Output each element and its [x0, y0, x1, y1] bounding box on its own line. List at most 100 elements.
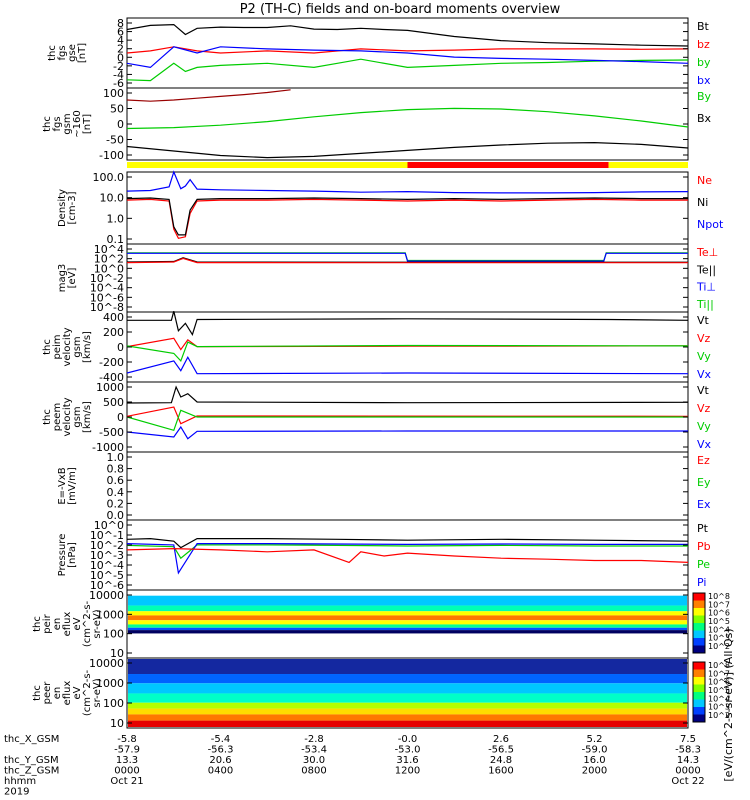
- y-axis-label: fgs: [57, 45, 68, 60]
- y-axis-label: eV: [72, 617, 83, 630]
- panel-pressure: 10^010^-110^-210^-310^-410^-510^-6 Pressu…: [57, 519, 711, 592]
- colorbar-tick-label: 10^7: [708, 600, 730, 609]
- series-line-Pe: [126, 544, 688, 560]
- y-axis-label: gsm: [72, 336, 83, 357]
- y-tick-label: 0.0: [107, 509, 125, 522]
- quality-segment: [407, 162, 609, 168]
- axis-tick-label: 14.3: [677, 755, 699, 766]
- axis-tick-label: -57.9: [114, 745, 140, 756]
- y-tick-label: 0.1: [107, 233, 125, 246]
- colorbar-tick-label: 10^5: [708, 686, 730, 695]
- axis-tick-label: 2000: [582, 766, 607, 777]
- axis-tick-label: Oct 21: [110, 776, 143, 787]
- y-axis-label: thc: [42, 409, 53, 425]
- series-line-Te⊥: [126, 257, 688, 264]
- y-tick-label: -400: [99, 371, 124, 384]
- series-line-Bx: [126, 141, 689, 159]
- colorbar-segment: [693, 638, 705, 646]
- panel-frame: [126, 87, 689, 161]
- panel-frame: [126, 657, 689, 729]
- axis-tick-label: 16.0: [583, 755, 605, 766]
- y-axis-label: gsm: [72, 406, 83, 427]
- y-tick-label: 10^2: [94, 253, 124, 266]
- y-axis-label: sr-eV): [92, 609, 103, 638]
- y-tick-label: 10.0: [100, 192, 125, 205]
- axis-tick-label: 0800: [301, 766, 326, 777]
- y-axis-label: [km/s]: [82, 331, 93, 363]
- y-tick-label: 10^-6: [90, 291, 124, 304]
- legend-entry: Vt: [697, 384, 710, 397]
- colorbar-tick-label: 10^5: [708, 617, 730, 626]
- y-axis-label: velocity: [62, 397, 73, 436]
- y-axis-label: thc: [32, 685, 43, 701]
- panel-fgs-gsm: 100 50 0 -50 -100 thc fgs gsm ~160 [nT] By Bx: [42, 87, 712, 162]
- legend-entry: Ti⊥: [696, 281, 716, 294]
- y-tick-label: -6: [113, 77, 124, 90]
- series-line-Pi: [126, 542, 688, 575]
- colorbar-segment: [693, 684, 705, 693]
- y-tick-label: -50: [106, 134, 124, 147]
- axis-tick-label: 1200: [395, 766, 420, 777]
- y-tick-label: 10^-6: [90, 579, 124, 592]
- panel-frame: [126, 519, 689, 591]
- spectrogram-band: [128, 615, 687, 621]
- y-tick-label: 100: [103, 87, 124, 100]
- y-axis-label: mag3: [57, 264, 68, 293]
- colorbar-tick-label: 10^2: [708, 642, 730, 651]
- legend-entry: Te||: [696, 263, 716, 276]
- y-tick-label: 4: [117, 34, 124, 47]
- y-axis-label: thc: [42, 116, 53, 132]
- y-tick-label: 10^-2: [90, 272, 124, 285]
- colorbar-tick-label: 10^6: [708, 609, 730, 618]
- y-tick-label: 1.0: [107, 451, 125, 464]
- colorbar-segment: [693, 669, 705, 678]
- colorbar-tick-label: 10^6: [708, 678, 730, 687]
- axis-tick-label: -58.3: [675, 745, 701, 756]
- spectrogram-band: [128, 627, 687, 631]
- panel-efield: 1.00.80.60.40.20.0 E=-VxB [mV/m] Ez Ey Ex: [57, 451, 711, 522]
- y-tick-label: -100: [99, 149, 124, 162]
- axis-tick-label: 13.3: [116, 755, 138, 766]
- panel-peim-velocity: 400 200 0 -200 -400 thc peim velocity gsm [km/s] V…: [42, 311, 712, 384]
- colorbar-tick-label: 10^4: [708, 694, 730, 703]
- axis-tick-label: 31.6: [396, 755, 418, 766]
- y-tick-label: 10000: [89, 657, 124, 670]
- y-tick-label: 100.0: [93, 171, 125, 184]
- y-tick-label: -4: [113, 68, 124, 81]
- axis-tick-label: -5.4: [211, 734, 231, 745]
- axis-tick-label: 24.8: [490, 755, 512, 766]
- series-line-Pb: [126, 547, 689, 564]
- y-tick-label: 0.2: [107, 497, 125, 510]
- y-axis-label: peer: [42, 681, 53, 705]
- series-line-Vz: [126, 337, 689, 351]
- y-axis-label: thc: [42, 339, 53, 355]
- quality-segment: [608, 162, 688, 168]
- axis-tick-label: 0400: [208, 766, 233, 777]
- spectrogram-band: [128, 611, 687, 616]
- panel-density: 100.0 10.0 1.0 0.1 Density [cm-3] Ne Ni Npot: [57, 170, 724, 246]
- series-line-Bt: [126, 23, 689, 47]
- quality-bar: [127, 162, 688, 168]
- series-line-Ne: [126, 198, 688, 239]
- axis-tick-label: 2.6: [493, 734, 509, 745]
- axis-tick-label: -56.3: [208, 745, 234, 756]
- y-tick-label: 10^4: [94, 243, 124, 256]
- y-axis-label: E=-VxB: [57, 467, 68, 504]
- legend-entry: Vz: [697, 332, 711, 345]
- y-tick-label: 0: [117, 341, 124, 354]
- y-tick-label: 100: [103, 628, 124, 641]
- y-tick-label: 50: [110, 103, 124, 116]
- axis-tick-label: -56.5: [488, 745, 514, 756]
- legend-entry: Vt: [697, 314, 710, 327]
- spectrogram-band: [128, 595, 687, 606]
- spectrogram-band: [128, 702, 687, 709]
- legend-entry: Bt: [697, 20, 710, 33]
- y-axis-label: eflux: [62, 612, 73, 637]
- axis-tick-label: 30.0: [303, 755, 325, 766]
- axis-tick-label: -0.0: [398, 734, 418, 745]
- y-tick-label: 10^0: [94, 262, 124, 275]
- axis-tick-label: 0000: [114, 766, 139, 777]
- y-tick-label: 8: [117, 17, 124, 30]
- series-line-Vx: [126, 355, 689, 375]
- y-axis-label: [eV]: [67, 268, 78, 289]
